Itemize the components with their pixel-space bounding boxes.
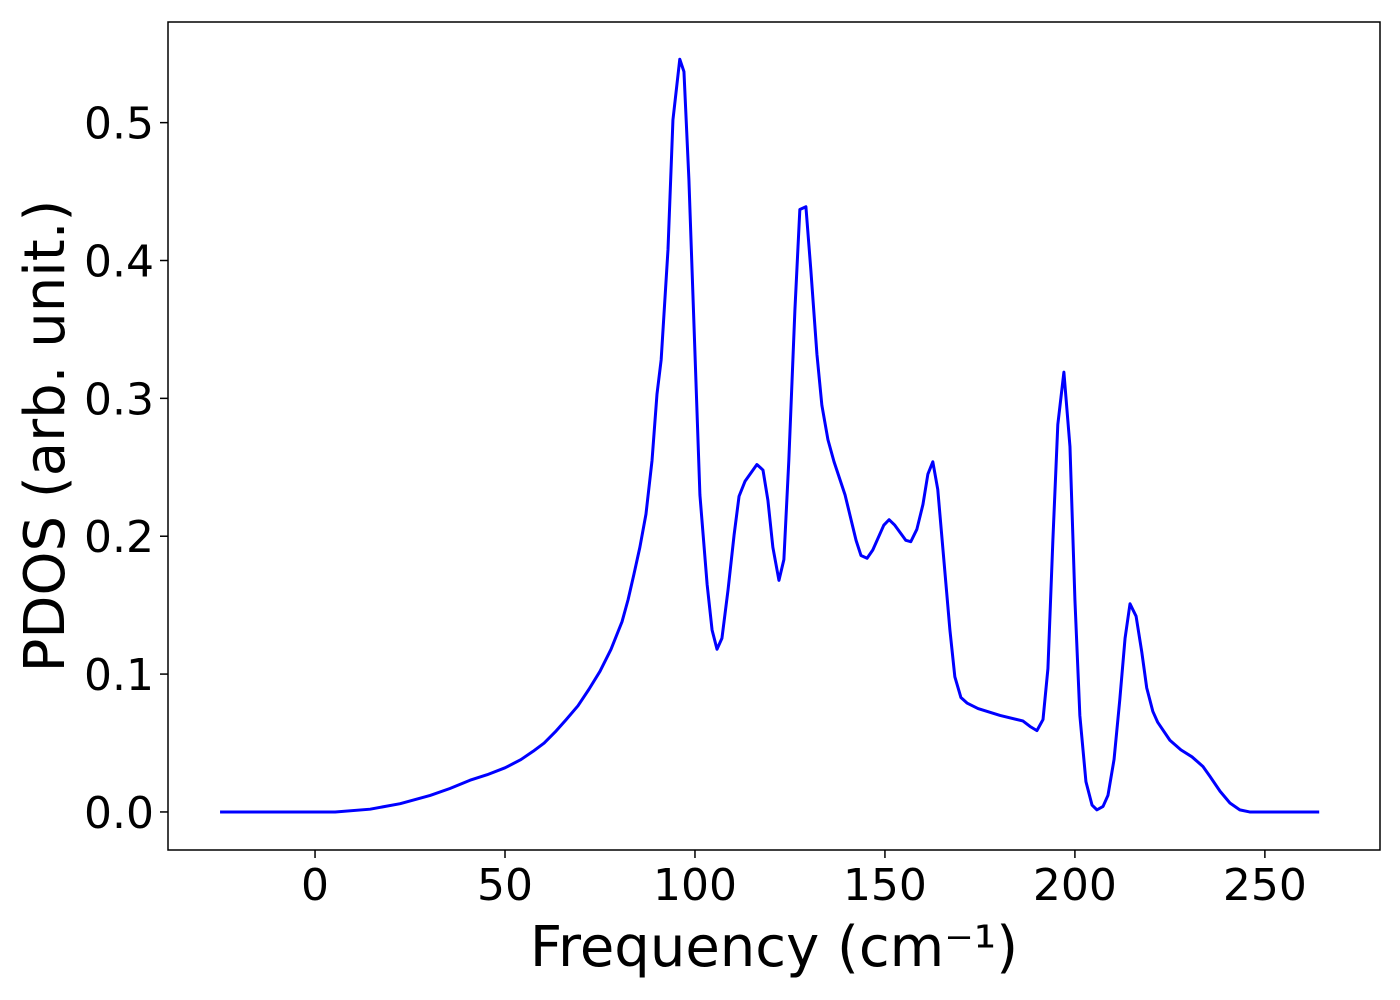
y-tick-label: 0.2 [84, 512, 154, 563]
y-axis-label: PDOS (arb. unit.) [13, 200, 78, 673]
y-tick-label: 0.5 [84, 99, 154, 150]
x-axis-label: Frequency (cm⁻¹) [530, 915, 1018, 980]
x-tick-label: 100 [653, 860, 737, 911]
y-tick-label: 0.1 [84, 650, 154, 701]
y-tick-label: 0.3 [84, 374, 154, 425]
y-tick-label: 0.4 [84, 237, 154, 288]
x-tick-label: 200 [1033, 860, 1117, 911]
x-tick-label: 250 [1223, 860, 1307, 911]
x-tick-label: 0 [301, 860, 329, 911]
x-tick-label: 50 [477, 860, 533, 911]
plot-frame [167, 21, 1381, 851]
x-tick-label: 150 [843, 860, 927, 911]
pdos-line [220, 57, 1320, 814]
y-tick-label: 0.0 [84, 788, 154, 839]
